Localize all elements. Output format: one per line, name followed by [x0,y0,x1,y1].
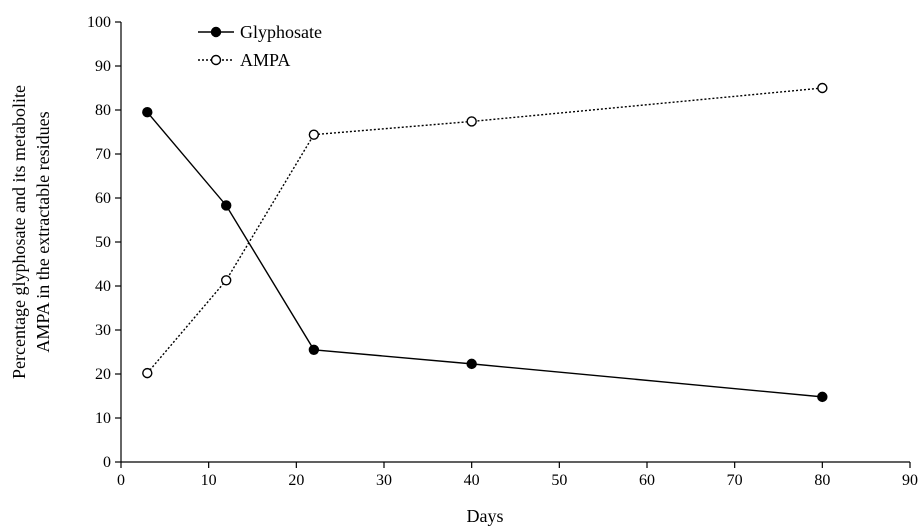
legend: Glyphosate AMPA [198,22,322,70]
y-tick-label: 10 [95,410,111,427]
y-tick-label: 20 [95,366,111,383]
legend-marker-ampa [210,54,222,66]
data-point-glyphosate [308,344,320,355]
data-point-ampa [308,129,320,140]
data-point-ampa [220,275,232,286]
y-tick-label: 100 [87,14,111,31]
legend-entry-glyphosate: Glyphosate [198,22,322,42]
y-tick-label: 90 [95,58,111,75]
y-tick-label: 0 [103,454,111,471]
y-axis-title-line-2: AMPA in the extractable residues [33,111,53,352]
x-tick-label: 90 [902,472,918,489]
data-point-glyphosate [220,200,232,211]
data-point-ampa [817,82,828,94]
x-tick-label: 30 [376,472,392,489]
data-point-glyphosate [142,106,153,118]
legend-marker-glyphosate [210,26,222,38]
series-line-glyphosate [146,111,823,398]
y-axis-title-line-1: Percentage glyphosate and its metabolite [9,85,29,379]
legend-entry-ampa: AMPA [198,50,290,70]
y-tick-label: 40 [95,278,111,295]
y-tick-label: 70 [95,146,111,163]
series-glyphosate [142,106,828,403]
x-tick-label: 60 [639,472,655,489]
y-axis-title: Percentage glyphosate and its metabolite… [9,85,53,379]
data-point-ampa [142,367,153,379]
x-tick-label: 80 [814,472,830,489]
x-axis-title: Days [467,506,504,526]
y-tick-label: 30 [95,322,111,339]
y-tick-label: 50 [95,234,111,251]
y-tick-label: 60 [95,190,111,207]
x-tick-label: 50 [551,472,567,489]
data-point-glyphosate [817,391,828,403]
y-tick-label: 80 [95,102,111,119]
legend-label-ampa: AMPA [240,50,290,70]
x-tick-label: 40 [464,472,480,489]
series-ampa [142,82,828,379]
x-tick-label: 20 [288,472,304,489]
x-tick-label: 70 [727,472,743,489]
axes: 0 10 20 30 40 50 60 70 80 90 100 0 10 20 30 40 50 60 70 80 9… [87,14,918,489]
series-line-ampa [146,87,823,374]
legend-label-glyphosate: Glyphosate [240,22,322,42]
series-layer [142,82,828,403]
x-tick-label: 0 [117,472,125,489]
data-point-ampa [466,116,477,127]
x-tick-label: 10 [201,472,217,489]
data-point-glyphosate [466,358,477,370]
